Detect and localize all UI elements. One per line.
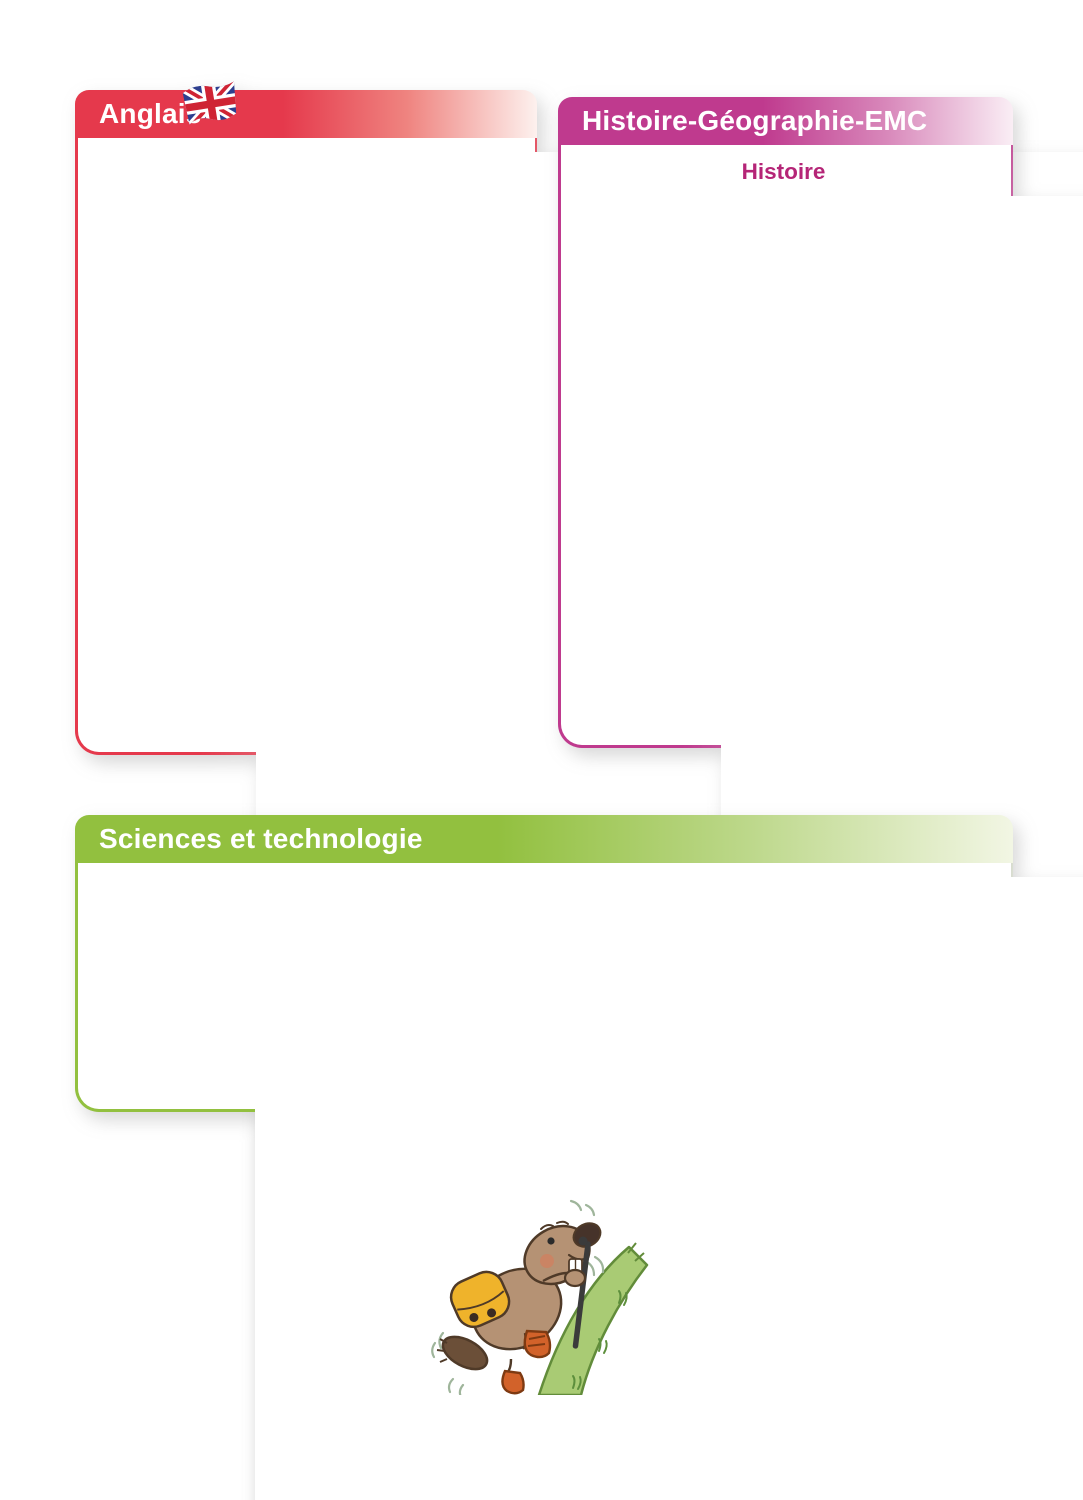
section-heading: Histoire — [741, 159, 826, 184]
panel-histoire-border: Histoire1Les débuts de l’humanité1542Pre… — [558, 145, 1083, 1500]
panel-histoire-header: Histoire-Géographie-EMC — [558, 97, 1013, 145]
toc-column-right: 9L’aménagement du territoire par l’Homme… — [557, 877, 1083, 1500]
toc-entry: 9L’aménagement du territoire par l’Homme… — [557, 877, 1083, 1500]
mole-hiker-climbing-illustration — [431, 1199, 649, 1395]
toc-column-left: 1Outils et méthodes scientifiques1842La … — [96, 877, 1083, 1500]
toc-entry-page: 200 — [746, 877, 1083, 1500]
panel-sciences-body: 1Outils et méthodes scientifiques1842La … — [77, 863, 1083, 1500]
panel-sciences-technologie: Sciences et technologie 1Outils et métho… — [75, 815, 1083, 1500]
panel-histoire-geographie-emc: Histoire-Géographie-EMC Histoire1Les déb… — [558, 97, 1083, 1500]
panel-sciences-border: 1Outils et méthodes scientifiques1842La … — [75, 863, 1083, 1500]
panel-anglais: Anglais 1Conjugaison de Be / This et tha… — [75, 80, 1083, 1500]
panel-histoire-title: Histoire-Géographie-EMC — [582, 105, 928, 136]
panel-sciences-header: Sciences et technologie — [75, 815, 1013, 863]
panel-anglais-title: Anglais — [99, 98, 202, 129]
panel-histoire-body: Histoire1Les débuts de l’humanité1542Pre… — [560, 145, 1083, 1500]
panel-anglais-body: 1Conjugaison de Be / This et that1242Nom… — [77, 138, 1083, 1500]
uk-flag-icon — [182, 80, 240, 126]
panel-sciences-title: Sciences et technologie — [99, 823, 423, 854]
panel-anglais-border: 1Conjugaison de Be / This et that1242Nom… — [75, 138, 1083, 1500]
panel-anglais-header: Anglais — [75, 80, 537, 138]
